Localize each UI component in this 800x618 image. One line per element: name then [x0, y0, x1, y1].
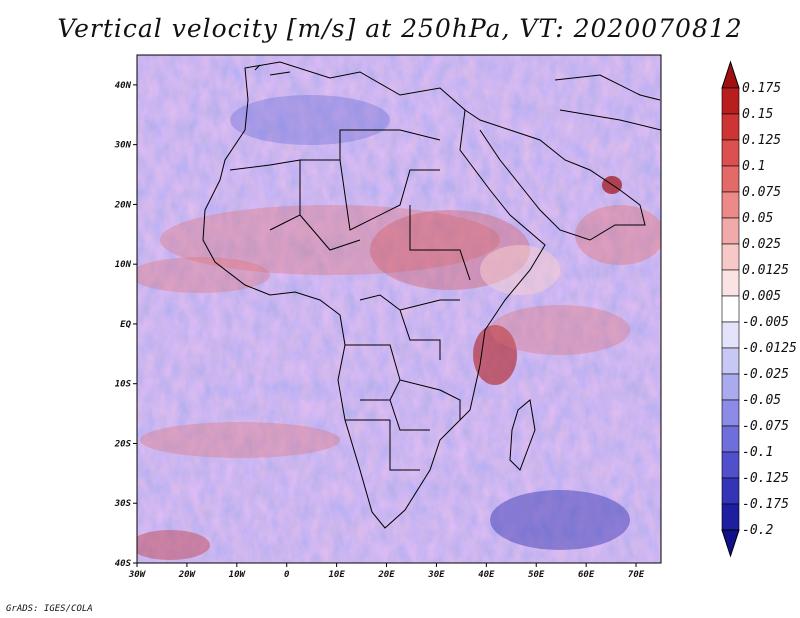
- colorbar-level-label: 0.0125: [742, 263, 789, 278]
- lon-tick-label: 50E: [528, 570, 545, 580]
- lat-tick-label: 20S: [114, 439, 132, 449]
- lon-tick-label: 60E: [578, 570, 595, 580]
- colorbar-level-label: 0.05: [742, 211, 773, 226]
- colorbar-swatch: [721, 295, 740, 323]
- lon-tick-label: 40E: [478, 570, 495, 580]
- colorbar-level-label: -0.025: [742, 367, 789, 382]
- colorbar-bottom-arrow: [721, 529, 740, 558]
- colorbar-level-label: -0.0125: [742, 341, 797, 356]
- colorbar-swatch: [721, 425, 740, 453]
- lon-tick-label: 70E: [628, 570, 645, 580]
- colorbar-level-label: -0.05: [742, 393, 781, 408]
- colorbar-level-label: -0.125: [742, 471, 789, 486]
- lat-tick-label: 10N: [115, 260, 132, 270]
- colorbar-level-label: -0.075: [742, 419, 789, 434]
- colorbar-level-label: -0.175: [742, 497, 789, 512]
- colorbar-swatch: [721, 399, 740, 427]
- lon-tick-label: 10E: [328, 570, 345, 580]
- lat-tick-label: 30S: [114, 499, 132, 509]
- colorbar-top-arrow: [721, 60, 740, 89]
- colorbar-swatch: [721, 191, 740, 219]
- colorbar-swatch: [721, 373, 740, 401]
- colorbar-swatch: [721, 243, 740, 271]
- colorbar-swatch: [721, 87, 740, 115]
- colorbar-level-label: 0.005: [742, 289, 781, 304]
- colorbar-level-label: 0.175: [742, 81, 781, 96]
- velocity-field: [137, 55, 661, 563]
- lat-tick-label: 20N: [114, 200, 132, 210]
- chart-title: Vertical velocity [m/s] at 250hPa, VT: 2…: [57, 14, 743, 43]
- colorbar-level-label: 0.1: [742, 159, 765, 174]
- colorbar-swatch: [721, 477, 740, 505]
- lon-tick-label: 10W: [229, 570, 247, 580]
- grads-credit: GrADS: IGES/COLA: [6, 604, 93, 614]
- colorbar-level-label: -0.1: [742, 445, 773, 460]
- colorbar-swatch: [721, 269, 740, 297]
- lon-tick-label: 30E: [427, 570, 445, 580]
- colorbar-level-label: 0.15: [742, 107, 773, 122]
- lon-tick-label: 0: [284, 570, 290, 580]
- colorbar-level-label: 0.025: [742, 237, 781, 252]
- lon-tick-label: 20E: [377, 570, 395, 580]
- colorbar-swatch: [721, 451, 740, 479]
- colorbar-swatch: [721, 165, 740, 193]
- latitude-axis: 40N 30N 20N 10N EQ 10S 20S 30S 40S: [114, 81, 137, 569]
- colorbar-level-label: -0.005: [742, 315, 789, 330]
- colorbar-swatch: [721, 217, 740, 245]
- lat-tick-label: 10S: [115, 380, 132, 390]
- colorbar-swatch: [721, 321, 740, 349]
- lat-tick-label: 40N: [115, 81, 132, 91]
- colorbar-swatch: [721, 139, 740, 167]
- lon-tick-label: 20W: [178, 570, 197, 580]
- longitude-axis: 30W 20W 10W 0 10E 20E 30E 40E 50E 60E 70E: [128, 563, 645, 580]
- coastlines: [202, 61, 661, 529]
- colorbar-level-label: 0.075: [742, 185, 781, 200]
- colorbar-swatch: [721, 503, 740, 531]
- colorbar: 0.175 0.15 0.125 0.1 0.075 0.05 0.025 0.0125 0.0…: [721, 60, 797, 558]
- lon-tick-label: 30W: [128, 570, 147, 580]
- colorbar-level-label: -0.2: [742, 523, 773, 538]
- map-frame: [136, 54, 662, 564]
- lat-tick-label: 40S: [115, 559, 132, 569]
- lat-tick-label: EQ: [120, 320, 131, 330]
- lat-tick-label: 30N: [114, 141, 132, 151]
- colorbar-swatch: [721, 113, 740, 141]
- colorbar-swatch: [721, 347, 740, 375]
- colorbar-level-label: 0.125: [742, 133, 781, 148]
